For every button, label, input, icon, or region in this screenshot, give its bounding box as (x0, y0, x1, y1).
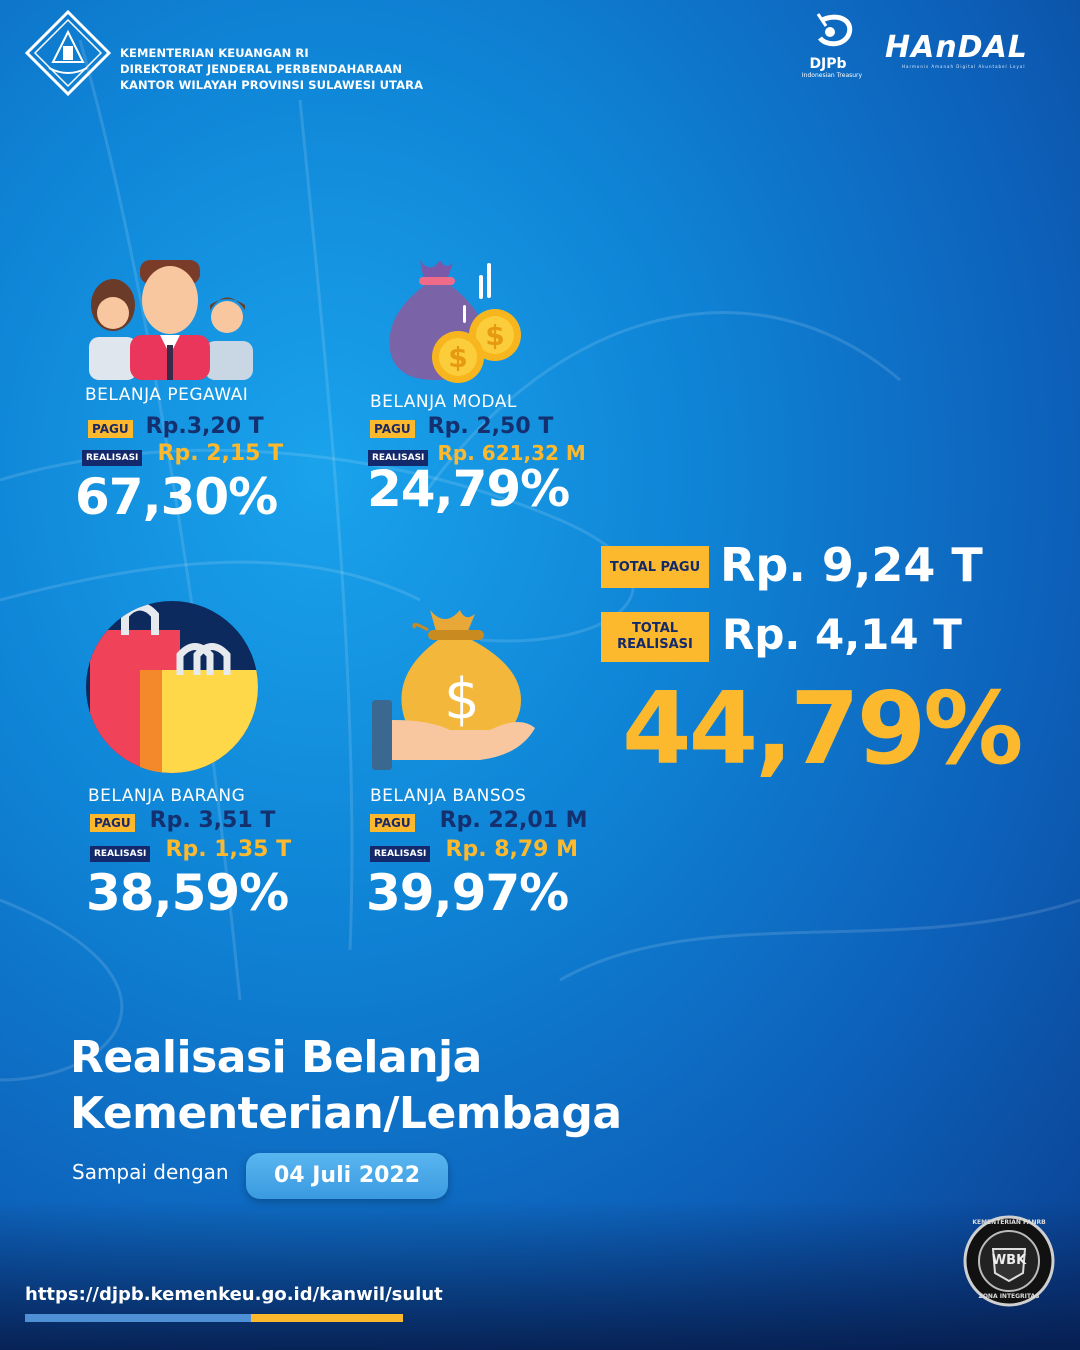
pagu-tag: PAGU (88, 420, 133, 438)
card-bansos-realisasi-value: Rp. 8,79 M (445, 837, 579, 862)
card-pegawai-pagu-row: PAGU Rp.3,20 T (88, 414, 264, 439)
hand-money-bag-icon: $ (372, 610, 535, 770)
total-pagu-tag: TOTAL PAGU (601, 546, 709, 588)
handal-logo: HAnDAL (885, 30, 1028, 65)
card-bansos-percent: 39,97% (366, 864, 569, 922)
pagu-tag: PAGU (370, 420, 415, 438)
footer-bar-blue (25, 1314, 251, 1322)
card-pegawai-title: BELANJA PEGAWAI (85, 385, 249, 405)
card-modal-realisasi-value: Rp. 621,32 M (437, 441, 586, 465)
header-line-1: KEMENTERIAN KEUANGAN RI (120, 46, 309, 60)
card-barang-pagu-row: PAGU Rp. 3,51 T (90, 808, 275, 833)
total-pagu-value: Rp. 9,24 T (720, 538, 983, 592)
wbk-badge-icon (963, 1215, 1055, 1307)
card-pegawai-percent: 67,30% (75, 468, 278, 526)
card-barang-pagu-value: Rp. 3,51 T (149, 808, 276, 833)
card-bansos-pagu-value: Rp. 22,01 M (439, 808, 588, 833)
card-pegawai-pagu-value: Rp.3,20 T (145, 414, 264, 439)
page-title-line-1: Realisasi Belanja (70, 1032, 482, 1083)
page-title: Realisasi Belanja Kementerian/Lembaga (70, 1030, 622, 1142)
card-barang-realisasi-value: Rp. 1,35 T (165, 837, 292, 862)
total-realisasi-tag: TOTAL REALISASI (601, 612, 709, 662)
pagu-tag: PAGU (370, 814, 415, 832)
card-modal-percent: 24,79% (367, 460, 570, 518)
svg-text:$: $ (444, 667, 480, 732)
wbk-badge: KEMENTERIAN PANRB WBK ZONA INTEGRITAS (963, 1215, 1055, 1307)
card-modal-title: BELANJA MODAL (370, 392, 517, 412)
page-title-line-2: Kementerian/Lembaga (70, 1088, 622, 1139)
card-bansos-realisasi-row: REALISASI Rp. 8,79 M (370, 837, 578, 862)
date-label: Sampai dengan (72, 1160, 229, 1184)
card-pegawai-realisasi-value: Rp. 2,15 T (157, 441, 284, 466)
pagu-tag: PAGU (90, 814, 135, 832)
wbk-badge-center: WBK (991, 1253, 1027, 1268)
money-bag-coins-icon: $ $ (389, 260, 521, 383)
realisasi-tag: REALISASI (90, 846, 151, 862)
djpb-sub: Indonesian Treasury (801, 72, 863, 79)
total-percent: 44,79% (622, 670, 1024, 787)
card-modal-realisasi-row: REALISASI Rp. 621,32 M (368, 441, 586, 466)
card-barang-percent: 38,59% (86, 864, 289, 922)
card-modal-pagu-row: PAGU Rp. 2,50 T (370, 414, 553, 439)
header-line-3: KANTOR WILAYAH PROVINSI SULAWESI UTARA (120, 78, 424, 92)
total-realisasi-label-1: TOTAL (631, 621, 679, 636)
header-line-2: DIREKTORAT JENDERAL PERBENDAHARAAN (120, 62, 403, 76)
kemenkeu-logo-icon (25, 10, 111, 96)
employees-icon (89, 260, 253, 380)
date-pill: 04 Juli 2022 (246, 1153, 448, 1199)
total-realisasi-value: Rp. 4,14 T (722, 610, 962, 659)
svg-text:$: $ (485, 319, 504, 352)
card-bansos-pagu-row: PAGU Rp. 22,01 M (370, 808, 588, 833)
svg-text:$: $ (448, 341, 467, 374)
footer-url[interactable]: https://djpb.kemenkeu.go.id/kanwil/sulut (25, 1284, 443, 1305)
wbk-badge-top: KEMENTERIAN PANRB (972, 1219, 1046, 1226)
total-realisasi-label-2: REALISASI (617, 637, 693, 652)
footer-bar-yellow (251, 1314, 403, 1322)
header-institution: KEMENTERIAN KEUANGAN RI DIREKTORAT JENDE… (120, 45, 423, 93)
bottom-shade (0, 1200, 1080, 1350)
card-barang-realisasi-row: REALISASI Rp. 1,35 T (90, 837, 291, 862)
card-pegawai-realisasi-row: REALISASI Rp. 2,15 T (82, 441, 283, 466)
card-modal-pagu-value: Rp. 2,50 T (427, 414, 554, 439)
realisasi-tag: REALISASI (368, 450, 429, 466)
djpb-logo-icon (816, 13, 853, 47)
djpb-logo: DJPb Indonesian Treasury (800, 12, 870, 82)
handal-subtitle: Harmonis Amanah Digital Akuntabel Loyal (902, 64, 1026, 69)
wbk-badge-bottom: ZONA INTEGRITAS (978, 1293, 1040, 1300)
card-bansos-title: BELANJA BANSOS (370, 786, 527, 806)
realisasi-tag: REALISASI (370, 846, 431, 862)
realisasi-tag: REALISASI (82, 450, 143, 466)
shopping-bags-icon (86, 601, 258, 773)
card-barang-title: BELANJA BARANG (88, 786, 246, 806)
djpb-label: DJPb (809, 56, 847, 72)
